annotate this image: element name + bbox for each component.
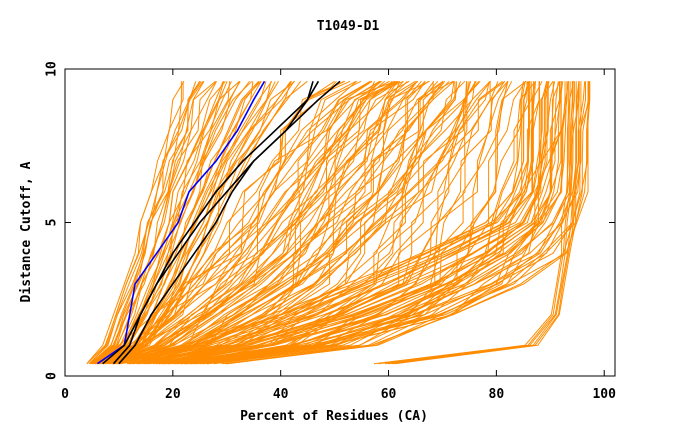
background-model-line	[104, 80, 362, 365]
background-model-line	[126, 81, 401, 365]
background-model-line	[128, 80, 398, 365]
background-model-line	[387, 81, 577, 365]
background-model-line	[155, 81, 456, 365]
background-model-line	[392, 81, 580, 365]
x-axis-label: Percent of Residues (CA)	[240, 409, 428, 424]
background-model-line	[105, 81, 530, 365]
background-model-line	[394, 81, 582, 365]
background-model-line	[91, 80, 217, 365]
background-model-line	[89, 81, 204, 365]
x-tick-label: 0	[61, 387, 69, 402]
background-model-line	[115, 81, 540, 365]
background-model-line	[165, 81, 467, 365]
x-tick-label: 60	[381, 387, 397, 402]
background-model-line	[100, 81, 531, 365]
background-model-line	[161, 81, 570, 365]
background-model-line	[137, 81, 561, 365]
background-model-line	[97, 80, 253, 365]
background-model-line	[113, 81, 458, 365]
chart-title: T1049-D1	[317, 19, 380, 34]
background-model-line	[175, 80, 503, 365]
background-model-line	[128, 80, 395, 365]
background-model-line	[153, 81, 568, 365]
series-layer	[86, 80, 591, 365]
background-model-line	[226, 81, 560, 365]
background-model-line	[167, 81, 569, 365]
background-model-line	[115, 80, 396, 365]
background-model-line	[93, 81, 224, 365]
background-model-line	[108, 80, 372, 365]
background-model-line	[95, 81, 526, 365]
background-model-line	[130, 81, 548, 365]
background-model-line	[150, 80, 426, 365]
y-tick-label: 0	[45, 372, 60, 380]
highlight-model-line	[96, 80, 266, 365]
background-model-line	[144, 81, 564, 365]
x-tick-label: 20	[165, 387, 181, 402]
background-model-line	[98, 80, 371, 365]
background-model-line	[191, 81, 509, 365]
background-model-line	[100, 80, 358, 365]
background-model-line	[93, 81, 217, 365]
y-tick-label: 5	[45, 219, 60, 227]
background-model-line	[109, 81, 536, 365]
x-tick-label: 100	[592, 387, 616, 402]
background-model-line	[99, 80, 351, 365]
background-model-line	[96, 81, 241, 365]
x-tick-label: 80	[489, 387, 505, 402]
background-model-line	[170, 81, 580, 365]
background-model-line	[378, 81, 571, 365]
background-model-line	[148, 81, 559, 365]
x-tick-label: 40	[273, 387, 289, 402]
background-model-line	[129, 80, 419, 365]
background-model-line	[112, 80, 455, 365]
axis-ticks: 0 20 40 60 80 100 0 5 10	[45, 61, 617, 402]
background-model-line	[100, 80, 386, 365]
reference-model-2-line	[118, 80, 341, 365]
background-model-line	[138, 80, 430, 365]
y-tick-label: 10	[45, 61, 60, 77]
background-model-line	[158, 81, 434, 365]
background-model-line	[111, 80, 382, 365]
background-model-line	[155, 80, 454, 365]
reference-model-3-line	[102, 81, 314, 365]
background-model-line	[111, 80, 450, 365]
background-model-line	[103, 80, 400, 365]
reference-model-1-line	[112, 80, 320, 365]
background-model-line	[384, 81, 574, 365]
background-model-line	[132, 81, 556, 365]
background-model-line	[90, 81, 202, 365]
background-model-line	[147, 81, 562, 365]
background-model-line	[101, 81, 262, 365]
y-axis-label: Distance Cutoff, A	[19, 161, 34, 302]
background-model-line	[95, 81, 232, 365]
background-model-line	[373, 81, 569, 365]
background-model-line	[189, 81, 589, 365]
background-model-line	[203, 81, 526, 365]
